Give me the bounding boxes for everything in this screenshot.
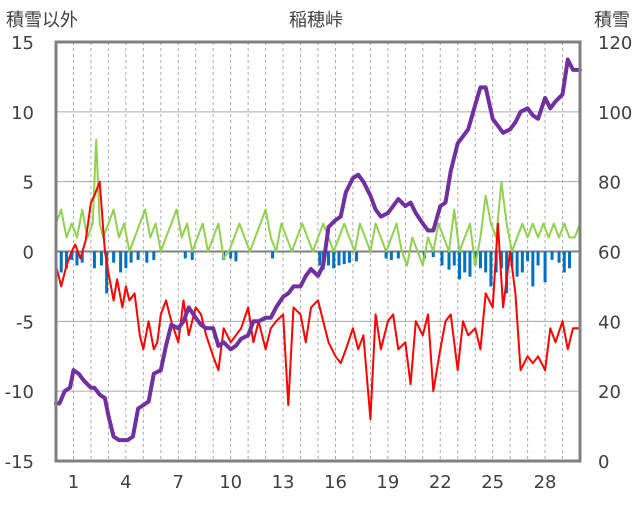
precip-bar	[326, 251, 330, 266]
x-tick-label: 16	[324, 472, 347, 493]
snow_depth-line	[54, 57, 582, 443]
precip-bar	[562, 251, 566, 273]
line-series	[54, 57, 582, 443]
precip-bar	[384, 251, 388, 259]
x-tick-label: 22	[429, 472, 452, 493]
precip-bar	[129, 251, 133, 263]
precip-bar	[457, 251, 461, 280]
precip-bar	[229, 251, 233, 259]
precip-bar	[347, 251, 351, 263]
precip-bar	[105, 251, 109, 294]
precip-bar	[152, 251, 156, 260]
precip-bar	[332, 251, 336, 269]
precip-bar	[447, 251, 451, 270]
precip-bar	[92, 251, 96, 269]
right-tick-label: 20	[598, 382, 621, 403]
precip-bar	[342, 251, 346, 265]
chart-title: 稲穂峠	[289, 10, 343, 31]
x-tick-label: 10	[219, 472, 242, 493]
precip-bar	[354, 251, 358, 262]
x-tick-label: 25	[481, 472, 504, 493]
precip-bar	[484, 251, 488, 273]
precip-bar	[536, 251, 540, 266]
precip-bar	[59, 251, 63, 273]
precip-bar	[124, 251, 128, 269]
precip-bar	[119, 251, 123, 273]
precip-bar	[70, 251, 74, 260]
right-tick-label: 100	[598, 103, 632, 124]
left-tick-label: 0	[23, 243, 34, 264]
precip-bar	[389, 251, 393, 260]
left-axis-label: 積雪以外	[6, 10, 78, 31]
temperature-line	[55, 180, 581, 421]
x-tick-label: 7	[173, 472, 184, 493]
precip-bar	[543, 251, 547, 283]
precip-bar	[568, 251, 572, 269]
precip-bar	[499, 251, 503, 269]
wind-line	[55, 138, 581, 267]
precip-bar	[515, 251, 519, 277]
precip-bar	[526, 251, 530, 262]
left-tick-label: -5	[16, 312, 34, 333]
left-tick-label: 5	[23, 173, 34, 194]
precip-bar	[557, 251, 561, 263]
precip-bar	[452, 251, 456, 266]
x-axis-ticks: 1 4 7 10 13 16 19 22 25 28	[68, 472, 557, 493]
precip-bar	[64, 251, 68, 269]
plot-frame	[54, 40, 582, 463]
precip-bar	[396, 251, 400, 259]
left-axis-ticks: -15 -10 -5 0 5 10 15	[5, 33, 34, 473]
precip-bar	[440, 251, 444, 266]
precip-bar	[145, 251, 149, 263]
right-axis-label: 積雪	[594, 10, 630, 31]
right-tick-label: 40	[598, 312, 621, 333]
precip-bar	[80, 251, 84, 263]
precip-bar	[99, 251, 103, 266]
precip-bar	[136, 251, 140, 260]
precip-bar	[183, 251, 187, 259]
x-tick-label: 28	[534, 472, 557, 493]
precip-bar	[431, 251, 435, 258]
x-tick-label: 1	[68, 472, 79, 493]
right-tick-label: 60	[598, 243, 621, 264]
right-tick-label: 80	[598, 173, 621, 194]
plot-border	[54, 40, 582, 463]
precip-bar	[531, 251, 535, 287]
right-tick-label: 0	[598, 452, 609, 473]
precip-bar	[463, 251, 467, 273]
precip-bar	[112, 251, 116, 263]
precip-bar	[337, 251, 341, 266]
precip-bar	[271, 251, 275, 259]
precip-bar	[489, 251, 493, 287]
precip-bar	[190, 251, 194, 260]
x-tick-label: 19	[376, 472, 399, 493]
left-tick-label: -10	[5, 382, 34, 403]
precip-bar	[75, 251, 79, 266]
left-tick-label: 15	[11, 33, 34, 54]
precip-bar	[234, 251, 238, 262]
precip-bar	[478, 251, 482, 269]
x-tick-label: 13	[272, 472, 295, 493]
x-tick-label: 4	[120, 472, 131, 493]
precip-bar	[468, 251, 472, 277]
right-axis-ticks: 0 20 40 60 80 100 120	[598, 33, 632, 473]
left-tick-label: 10	[11, 103, 34, 124]
precip-bar	[318, 251, 322, 266]
right-tick-label: 120	[598, 33, 632, 54]
left-tick-label: -15	[5, 452, 34, 473]
precip-bar	[520, 251, 524, 273]
precip-bar	[550, 251, 554, 260]
